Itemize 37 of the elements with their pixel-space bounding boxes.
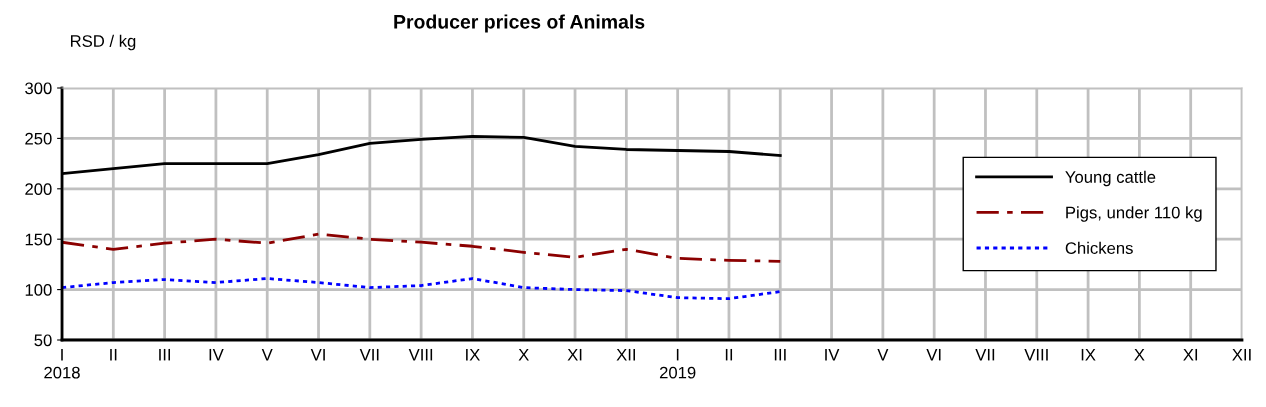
x-tick-label: III [774,348,786,361]
y-tick-label: 250 [25,132,52,145]
x-tick-label: VI [926,348,941,361]
x-tick-label: IV [825,348,840,361]
y-tick-label: 300 [25,82,52,95]
x-tick-label: II [725,348,733,361]
x-tick-label: XII [1232,348,1251,361]
x-tick-label: I 2019 [659,348,696,379]
y-tick-label: 200 [25,183,52,195]
x-tick-label: IX [466,348,480,361]
y-tick-label: 50 [34,334,52,347]
x-tick-label: X [518,348,529,361]
x-tick-label: V [877,348,889,361]
line-series [62,232,782,263]
chart-title: Producer prices of Animals [394,14,645,33]
x-tick-label: XII [616,348,635,361]
y-axis-title: RSD / kg [71,34,136,51]
x-tick-label: VII [359,348,379,361]
x-tick-label: V [261,348,273,361]
x-tick-label: VIII [408,348,433,361]
x-tick-label: X [1134,348,1145,361]
x-tick-label: II [110,348,117,361]
x-tick-label: VIII [1024,348,1048,361]
legend-label: Chickens [1065,241,1133,255]
legend-label: Young cattle [1065,170,1156,187]
x-tick-label: VI [310,348,325,361]
y-tick-label: 150 [25,233,52,246]
y-tick-label: 100 [25,284,52,296]
x-tick-label: I 2018 [44,348,80,379]
line-series [62,277,782,301]
x-tick-label: III [159,348,171,361]
x-tick-label: XI [567,348,582,361]
x-tick-label: IV [209,348,224,361]
x-tick-label: IX [1081,348,1096,361]
legend-label: Pigs, under 110 kg [1066,206,1202,222]
x-tick-label: XI [1183,348,1198,361]
x-tick-label: VII [975,348,995,361]
